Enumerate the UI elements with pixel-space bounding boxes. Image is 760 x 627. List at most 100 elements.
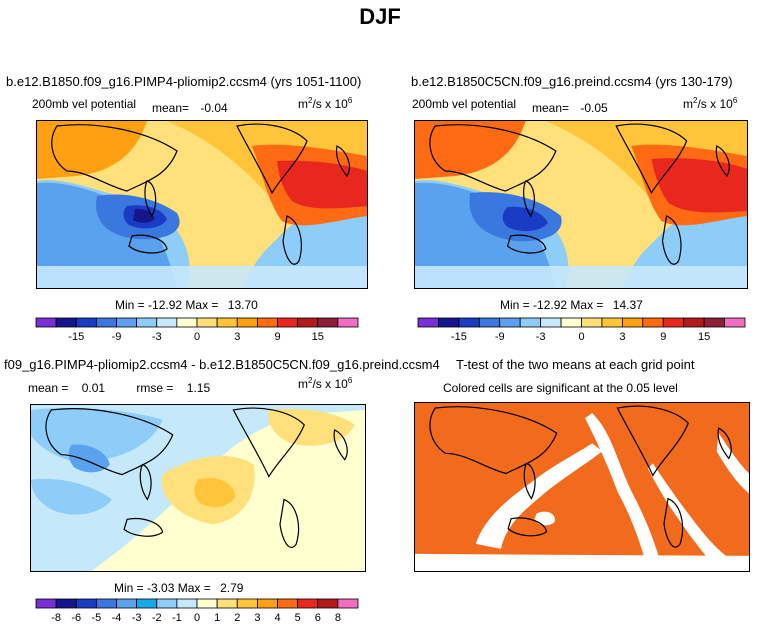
colorbar-box	[196, 598, 218, 609]
panel3-title: f09_g16.PIMP4-pliomip2.ccsm4 - b.e12.B18…	[4, 357, 440, 372]
colorbar-box	[176, 598, 198, 609]
insignificant-band-4	[716, 433, 749, 494]
insignificant-south	[415, 553, 749, 571]
colorbar-tick-label: 9	[274, 331, 280, 343]
units-exp: 6	[732, 96, 738, 105]
colorbar-tick-label: -5	[91, 612, 101, 624]
colorbar-tick-label: -3	[536, 331, 546, 343]
colorbar-box	[55, 598, 77, 609]
panel1-map	[36, 120, 368, 289]
colorbar-box	[621, 317, 644, 328]
units-rest: /s x 10	[312, 97, 348, 111]
units-base: m	[298, 97, 308, 111]
coastlines	[429, 405, 732, 548]
insignificant-patch	[534, 511, 555, 526]
colorbar-box	[256, 317, 278, 328]
colorbar-box	[703, 317, 725, 328]
colorbar-box	[216, 598, 238, 609]
colorbar-tick-label: -9	[495, 331, 505, 343]
units-exp: 6	[347, 96, 353, 105]
field-neg-outer	[415, 182, 556, 288]
panel2-left-label: 200mb vel potential	[412, 97, 517, 111]
colorbar-tick-label: -15	[68, 331, 84, 343]
colorbar-box	[317, 598, 339, 609]
colorbar-box	[55, 317, 77, 328]
colorbar-box	[458, 317, 480, 328]
colorbar-box	[236, 598, 258, 609]
colorbar-box	[95, 598, 117, 609]
panel2-mean: mean= -0.05	[532, 101, 608, 115]
min-label: Min =	[114, 581, 144, 595]
panel3-field	[31, 405, 365, 571]
panel1-title: b.e12.B1850.f09_g16.PIMP4-pliomip2.ccsm4…	[6, 74, 362, 89]
max-value: 2.79	[220, 581, 244, 595]
colorbar-box	[156, 598, 178, 609]
colorbar-box	[560, 317, 582, 328]
field-south	[37, 266, 367, 288]
min-label: Min =	[115, 298, 145, 312]
colorbar-box	[116, 317, 138, 328]
min-label: Min =	[500, 298, 530, 312]
colorbar-box	[499, 317, 521, 328]
mean-label: mean =	[28, 381, 69, 395]
field-neg-core	[502, 206, 548, 232]
colorbar-tick-label: -9	[112, 331, 122, 343]
coastlines	[429, 123, 730, 265]
colorbar-box	[337, 598, 359, 609]
rmse-label: rmse =	[136, 381, 174, 395]
panel1-mean: mean= -0.04	[152, 101, 228, 115]
colorbar-svg: -15 -9 -3 0 3 9 15	[417, 317, 746, 343]
colorbar-box	[540, 317, 562, 328]
colorbar-box	[136, 598, 158, 609]
insignificant-band-2	[585, 413, 663, 571]
units-sup: 2	[308, 96, 313, 105]
panel1-minmax: Min = -12.92 Max = 13.70	[115, 298, 258, 312]
colorbar-tick-label: 15	[698, 331, 710, 343]
colorbar-box	[438, 317, 460, 328]
colorbar-tick-label: -8	[51, 612, 61, 624]
colorbar-tick-label: 2	[234, 612, 240, 624]
colorbar-box	[136, 317, 158, 328]
field-neg-outer	[37, 182, 177, 288]
colorbar-tick-label: -15	[451, 331, 467, 343]
colorbar-box	[642, 317, 664, 328]
units-rest: /s x 10	[312, 377, 348, 391]
panel2-mean-value: -0.05	[580, 101, 608, 115]
colorbar-box	[95, 317, 117, 328]
insignificant-band-1	[475, 443, 603, 549]
max-value: 13.70	[227, 298, 258, 312]
panel3-map	[30, 404, 366, 572]
panel3-mean: mean = 0.01 rmse = 1.15	[28, 381, 210, 395]
panel4-map	[414, 402, 750, 572]
colorbar-tick-label: 0	[578, 331, 584, 343]
colorbar-box	[35, 317, 57, 328]
max-value: 14.37	[612, 298, 643, 312]
panel1-field	[37, 121, 367, 288]
panel1-mean-label: mean=	[152, 101, 190, 115]
panel2-title: b.e12.B1850C5CN.f09_g16.preind.ccsm4 (yr…	[411, 74, 733, 89]
colorbar-box	[75, 317, 97, 328]
units-rest: /s x 10	[697, 97, 733, 111]
max-label: Max =	[177, 581, 211, 595]
panel4-subtitle: Colored cells are significant at the 0.0…	[443, 381, 678, 395]
field-neg-io	[31, 478, 112, 515]
panel2-minmax: Min = -12.92 Max = 14.37	[500, 298, 643, 312]
figure-title: DJF	[359, 4, 401, 29]
colorbar-box	[601, 317, 623, 328]
colorbar-tick-label: -1	[172, 612, 182, 624]
colorbar-tick-label: 4	[274, 612, 280, 624]
panel2-colorbar: -15 -9 -3 0 3 9 15	[417, 317, 746, 344]
max-label: Max =	[570, 298, 604, 312]
panel3-units: m2/s x 106	[298, 376, 352, 391]
colorbar-box	[196, 317, 218, 328]
colorbar-box	[256, 598, 278, 609]
colorbar-box	[75, 598, 97, 609]
field-pos-na	[268, 408, 355, 446]
colorbar-box	[297, 317, 319, 328]
colorbar-svg: -8 -6 -5 -4 -3 -2 -1 0 1 2 3 4 5 6 8	[35, 598, 359, 624]
field-pos-core	[194, 478, 236, 508]
colorbar-svg: -15 -9 -3 0 3 9 15	[35, 317, 359, 343]
colorbar-box	[116, 598, 138, 609]
panel4-field	[415, 403, 749, 571]
panel4-title: T-test of the two means at each grid poi…	[456, 357, 695, 372]
